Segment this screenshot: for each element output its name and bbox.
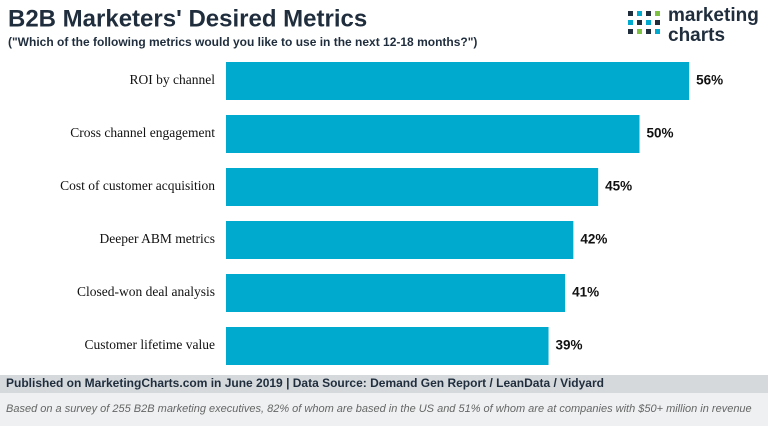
category-label: Closed-won deal analysis	[77, 284, 215, 299]
category-label: Cost of customer acquisition	[60, 178, 215, 193]
value-label: 39%	[556, 338, 583, 353]
bar	[226, 62, 690, 100]
logo-text: marketing	[668, 5, 759, 26]
category-label: Customer lifetime value	[85, 337, 215, 352]
category-label: ROI by channel	[130, 72, 216, 87]
logo-dots	[628, 11, 660, 34]
logo-text: charts	[668, 25, 725, 46]
value-label: 50%	[647, 126, 674, 141]
chart-subtitle: ("Which of the following metrics would y…	[8, 35, 477, 49]
chart-title: B2B Marketers' Desired Metrics	[8, 5, 367, 32]
bar	[226, 327, 549, 365]
bar	[226, 115, 640, 153]
value-label: 45%	[605, 179, 632, 194]
footer-band	[0, 375, 768, 393]
note-band	[0, 393, 768, 426]
category-label: Cross channel engagement	[70, 125, 215, 140]
value-label: 56%	[696, 73, 723, 88]
bar	[226, 168, 599, 206]
footer-source: Published on MarketingCharts.com in June…	[6, 376, 604, 390]
value-label: 41%	[572, 285, 599, 300]
footer-note: Based on a survey of 255 B2B marketing e…	[6, 403, 752, 415]
bar	[226, 221, 574, 259]
category-label: Deeper ABM metrics	[100, 231, 215, 246]
bar	[226, 274, 566, 312]
value-label: 42%	[580, 232, 607, 247]
